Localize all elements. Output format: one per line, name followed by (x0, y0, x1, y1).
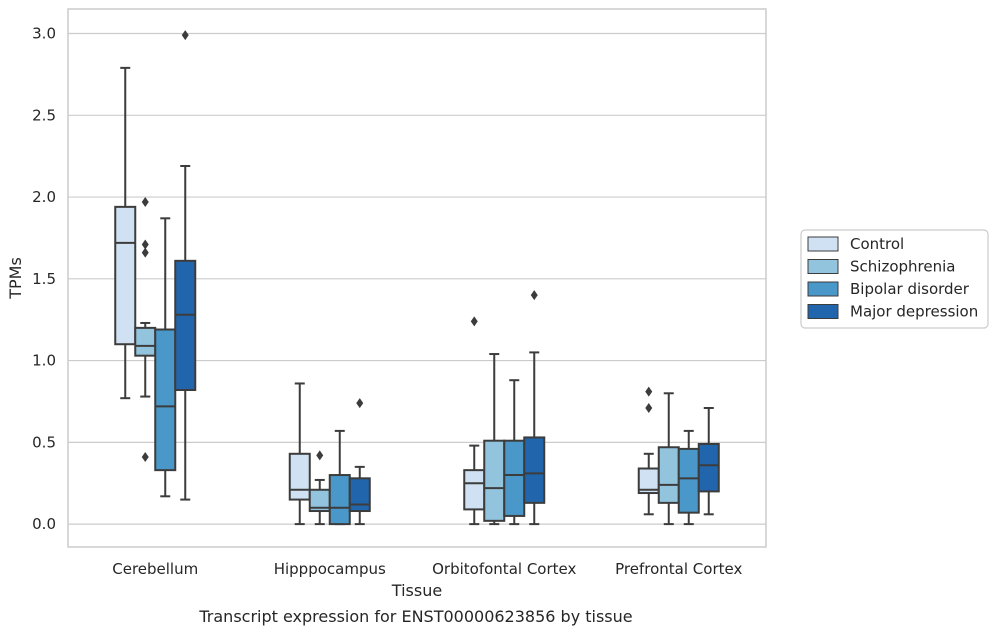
box-control (637, 386, 660, 516)
outlier-point (645, 403, 653, 414)
outlier-point (181, 30, 189, 41)
legend-label: Bipolar disorder (850, 280, 970, 298)
chart-caption: Transcript expression for ENST0000062385… (198, 607, 632, 626)
y-tick-label: 1.5 (32, 270, 56, 288)
outlier-point (530, 290, 538, 301)
box-control (114, 66, 137, 400)
outlier-point (356, 398, 364, 409)
box-schizophrenia (308, 450, 331, 526)
outlier-point (316, 450, 324, 461)
legend: Control Schizophrenia Bipolar disorder Majo… (800, 229, 989, 329)
legend-frame (800, 229, 989, 329)
x-tick-labels: Cerebellum Hipppocampus Orbitofontal Corte… (112, 560, 742, 578)
legend-label: Schizophrenia (850, 258, 955, 276)
x-tick-label: Cerebellum (112, 560, 198, 578)
outlier-point (645, 386, 653, 397)
iqr-box (154, 328, 177, 472)
iqr-box (348, 477, 371, 513)
box-schizophrenia (657, 392, 680, 526)
legend-swatch (807, 281, 839, 297)
legend-swatch (807, 304, 839, 319)
iqr-box (328, 474, 351, 526)
box-control (288, 382, 311, 526)
iqr-box (463, 469, 486, 511)
box-control (463, 316, 486, 526)
box-bipolar-disorder (154, 217, 177, 498)
outlier-point (141, 196, 149, 207)
box-major-depression (348, 398, 371, 526)
legend-swatch (807, 236, 839, 252)
box-bipolar-disorder (677, 429, 700, 526)
x-tick-label: Prefrontal Cortex (615, 560, 742, 578)
box-bipolar-disorder (328, 429, 351, 526)
y-tick-label: 3.0 (32, 25, 56, 43)
x-tick-label: Hipppocampus (274, 560, 386, 578)
box-layer (114, 30, 720, 526)
box-schizophrenia (134, 196, 157, 463)
box-major-depression (697, 407, 720, 516)
iqr-box (114, 205, 137, 346)
iqr-box (288, 452, 311, 501)
iqr-box (503, 439, 526, 517)
plot-frame (67, 8, 767, 548)
outlier-point (141, 247, 149, 258)
x-axis-label: Tissue (391, 581, 442, 600)
iqr-box (483, 439, 506, 522)
outlier-point (141, 452, 149, 463)
legend-label: Major depression (850, 303, 978, 321)
y-tick-label: 1.0 (32, 352, 56, 370)
legend-label: Control (850, 235, 904, 253)
x-tick-label: Orbitofontal Cortex (432, 560, 576, 578)
y-tick-label: 0.5 (32, 433, 56, 451)
iqr-box (174, 259, 197, 392)
outlier-point (470, 316, 478, 327)
box-schizophrenia (483, 353, 506, 526)
y-tick-label: 0.0 (32, 515, 56, 533)
box-bipolar-disorder (503, 379, 526, 526)
y-tick-labels: 0.0 0.5 1.0 1.5 2.0 2.5 3.0 (32, 25, 56, 534)
iqr-box (657, 446, 680, 504)
box-major-depression (523, 290, 546, 526)
iqr-box (677, 447, 700, 514)
iqr-box (523, 436, 546, 504)
iqr-box (134, 326, 157, 357)
y-tick-label: 2.0 (32, 188, 56, 206)
legend-swatch (807, 259, 839, 274)
y-axis-label: TPMs (6, 257, 25, 300)
outlier-point (141, 239, 149, 250)
box-major-depression (174, 30, 197, 501)
iqr-box (697, 442, 720, 493)
y-tick-label: 2.5 (32, 106, 56, 124)
